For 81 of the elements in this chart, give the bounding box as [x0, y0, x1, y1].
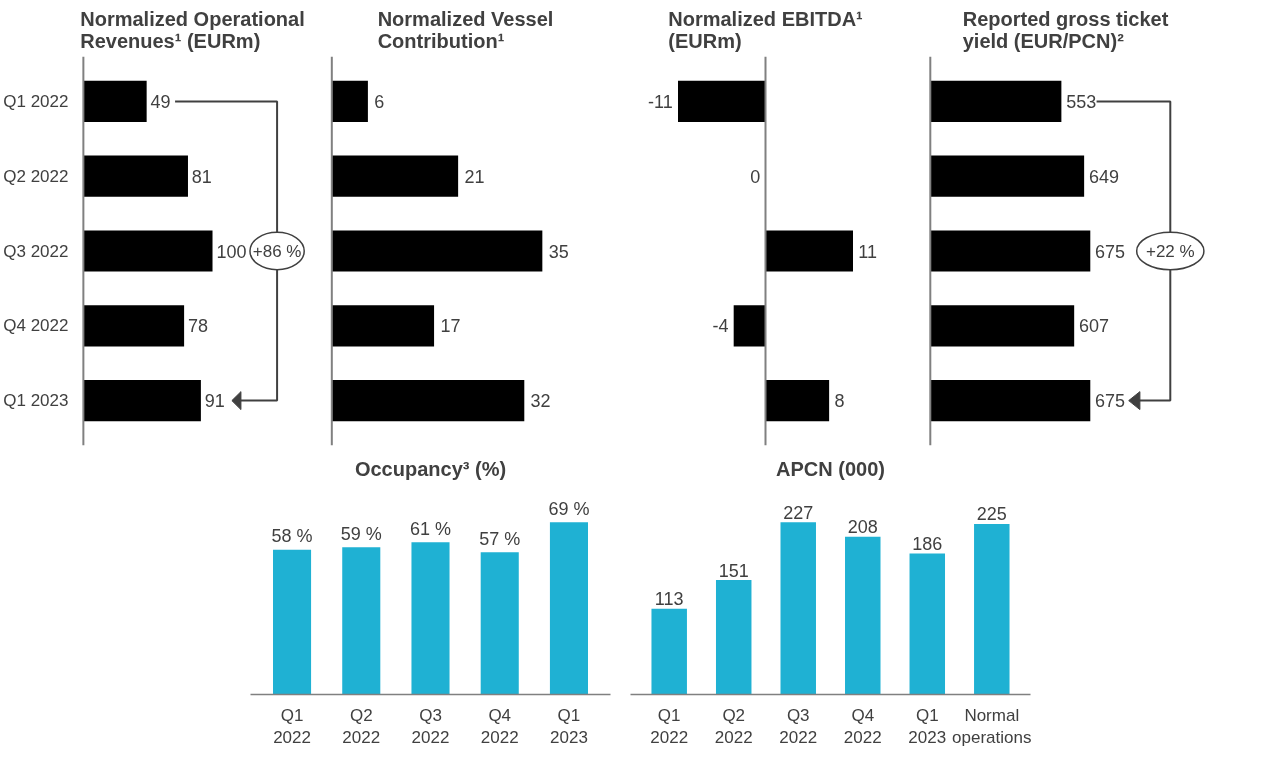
bar [331, 380, 525, 422]
y-tick-label: Q1 2023 [3, 391, 69, 411]
bar [549, 522, 588, 695]
bar [930, 230, 1091, 272]
chart-title: Occupancy³ (%) [354, 457, 507, 480]
y-tick-label: Q4 2022 [3, 316, 69, 336]
bar [273, 549, 312, 695]
x-tick-label: Q3 2022 [411, 705, 450, 748]
bar [845, 536, 881, 695]
chart-title: Reported gross ticket yield (EUR/PCN)² [962, 7, 1169, 52]
data-label: 151 [718, 560, 749, 581]
x-tick-label: Q2 2022 [342, 705, 381, 748]
data-label: 91 [204, 391, 225, 412]
data-label: 100 [216, 241, 247, 262]
data-label: 675 [1095, 391, 1126, 412]
bar [780, 522, 816, 695]
x-tick-label: Q1 2022 [650, 705, 689, 748]
bar [411, 542, 450, 695]
bar [342, 547, 381, 695]
bar [909, 553, 946, 695]
bar [331, 155, 459, 197]
bar [331, 230, 543, 272]
chart-title: Normalized EBITDA¹ (EURm) [668, 7, 864, 52]
bar [83, 80, 147, 122]
x-tick-label: Q2 2022 [714, 705, 753, 748]
text: +22 % [1145, 241, 1195, 261]
bar [331, 80, 368, 122]
data-label: 225 [976, 504, 1007, 525]
x-tick-label: Q4 2022 [843, 705, 882, 748]
data-label: 81 [191, 166, 212, 187]
data-label: -11 [648, 91, 673, 112]
data-label: -4 [712, 316, 729, 337]
y-tick-label: Q3 2022 [3, 241, 69, 261]
bar [930, 80, 1062, 122]
data-label: 553 [1066, 91, 1097, 112]
data-label: 227 [783, 502, 814, 523]
data-label: 69 % [548, 498, 590, 519]
data-label: 78 [187, 316, 209, 337]
data-label: 57 % [479, 528, 521, 549]
bar [83, 305, 185, 347]
data-label: 607 [1078, 316, 1110, 337]
bar [930, 380, 1091, 422]
data-label: 32 [530, 391, 551, 412]
y-tick-label: Q2 2022 [3, 166, 69, 186]
data-label: 17 [440, 316, 461, 337]
data-label: 21 [464, 166, 485, 187]
data-label: 61 % [409, 518, 452, 539]
data-label: 11 [858, 241, 877, 262]
bar [480, 552, 519, 695]
bar [83, 380, 201, 422]
bar [331, 305, 435, 347]
chart-title: APCN (000) [776, 457, 885, 480]
text: +86 % [252, 241, 302, 261]
data-label: 649 [1088, 166, 1119, 187]
x-tick-label: Normal operations [952, 705, 1032, 748]
bar [930, 305, 1075, 347]
bar [974, 523, 1010, 695]
x-tick-label: Q1 2023 [550, 705, 588, 748]
chart-title: Normalized Operational Revenues¹ (EURm) [80, 7, 305, 52]
data-label: 6 [374, 91, 385, 112]
x-tick-label: Q1 2022 [273, 705, 311, 748]
data-label: 0 [750, 166, 761, 187]
bar [83, 230, 213, 272]
data-label: 186 [912, 534, 943, 555]
data-label: 675 [1095, 241, 1126, 262]
bar [83, 155, 188, 197]
x-tick-label: Q4 2022 [480, 705, 519, 748]
data-label: 59 % [340, 523, 382, 544]
y-tick-label: Q1 2022 [3, 91, 69, 111]
x-tick-label: Q1 2023 [908, 705, 947, 748]
bar [930, 155, 1085, 197]
data-label: 58 % [271, 526, 313, 547]
data-label: 208 [847, 517, 878, 538]
data-label: 113 [654, 589, 684, 610]
chart-title: Normalized Vessel Contribution¹ [377, 7, 554, 52]
data-label: 35 [548, 241, 569, 262]
bar [715, 580, 752, 695]
x-tick-label: Q3 2022 [779, 705, 818, 748]
data-label: 8 [834, 391, 845, 412]
bar [651, 608, 687, 695]
data-label: 49 [150, 91, 171, 112]
